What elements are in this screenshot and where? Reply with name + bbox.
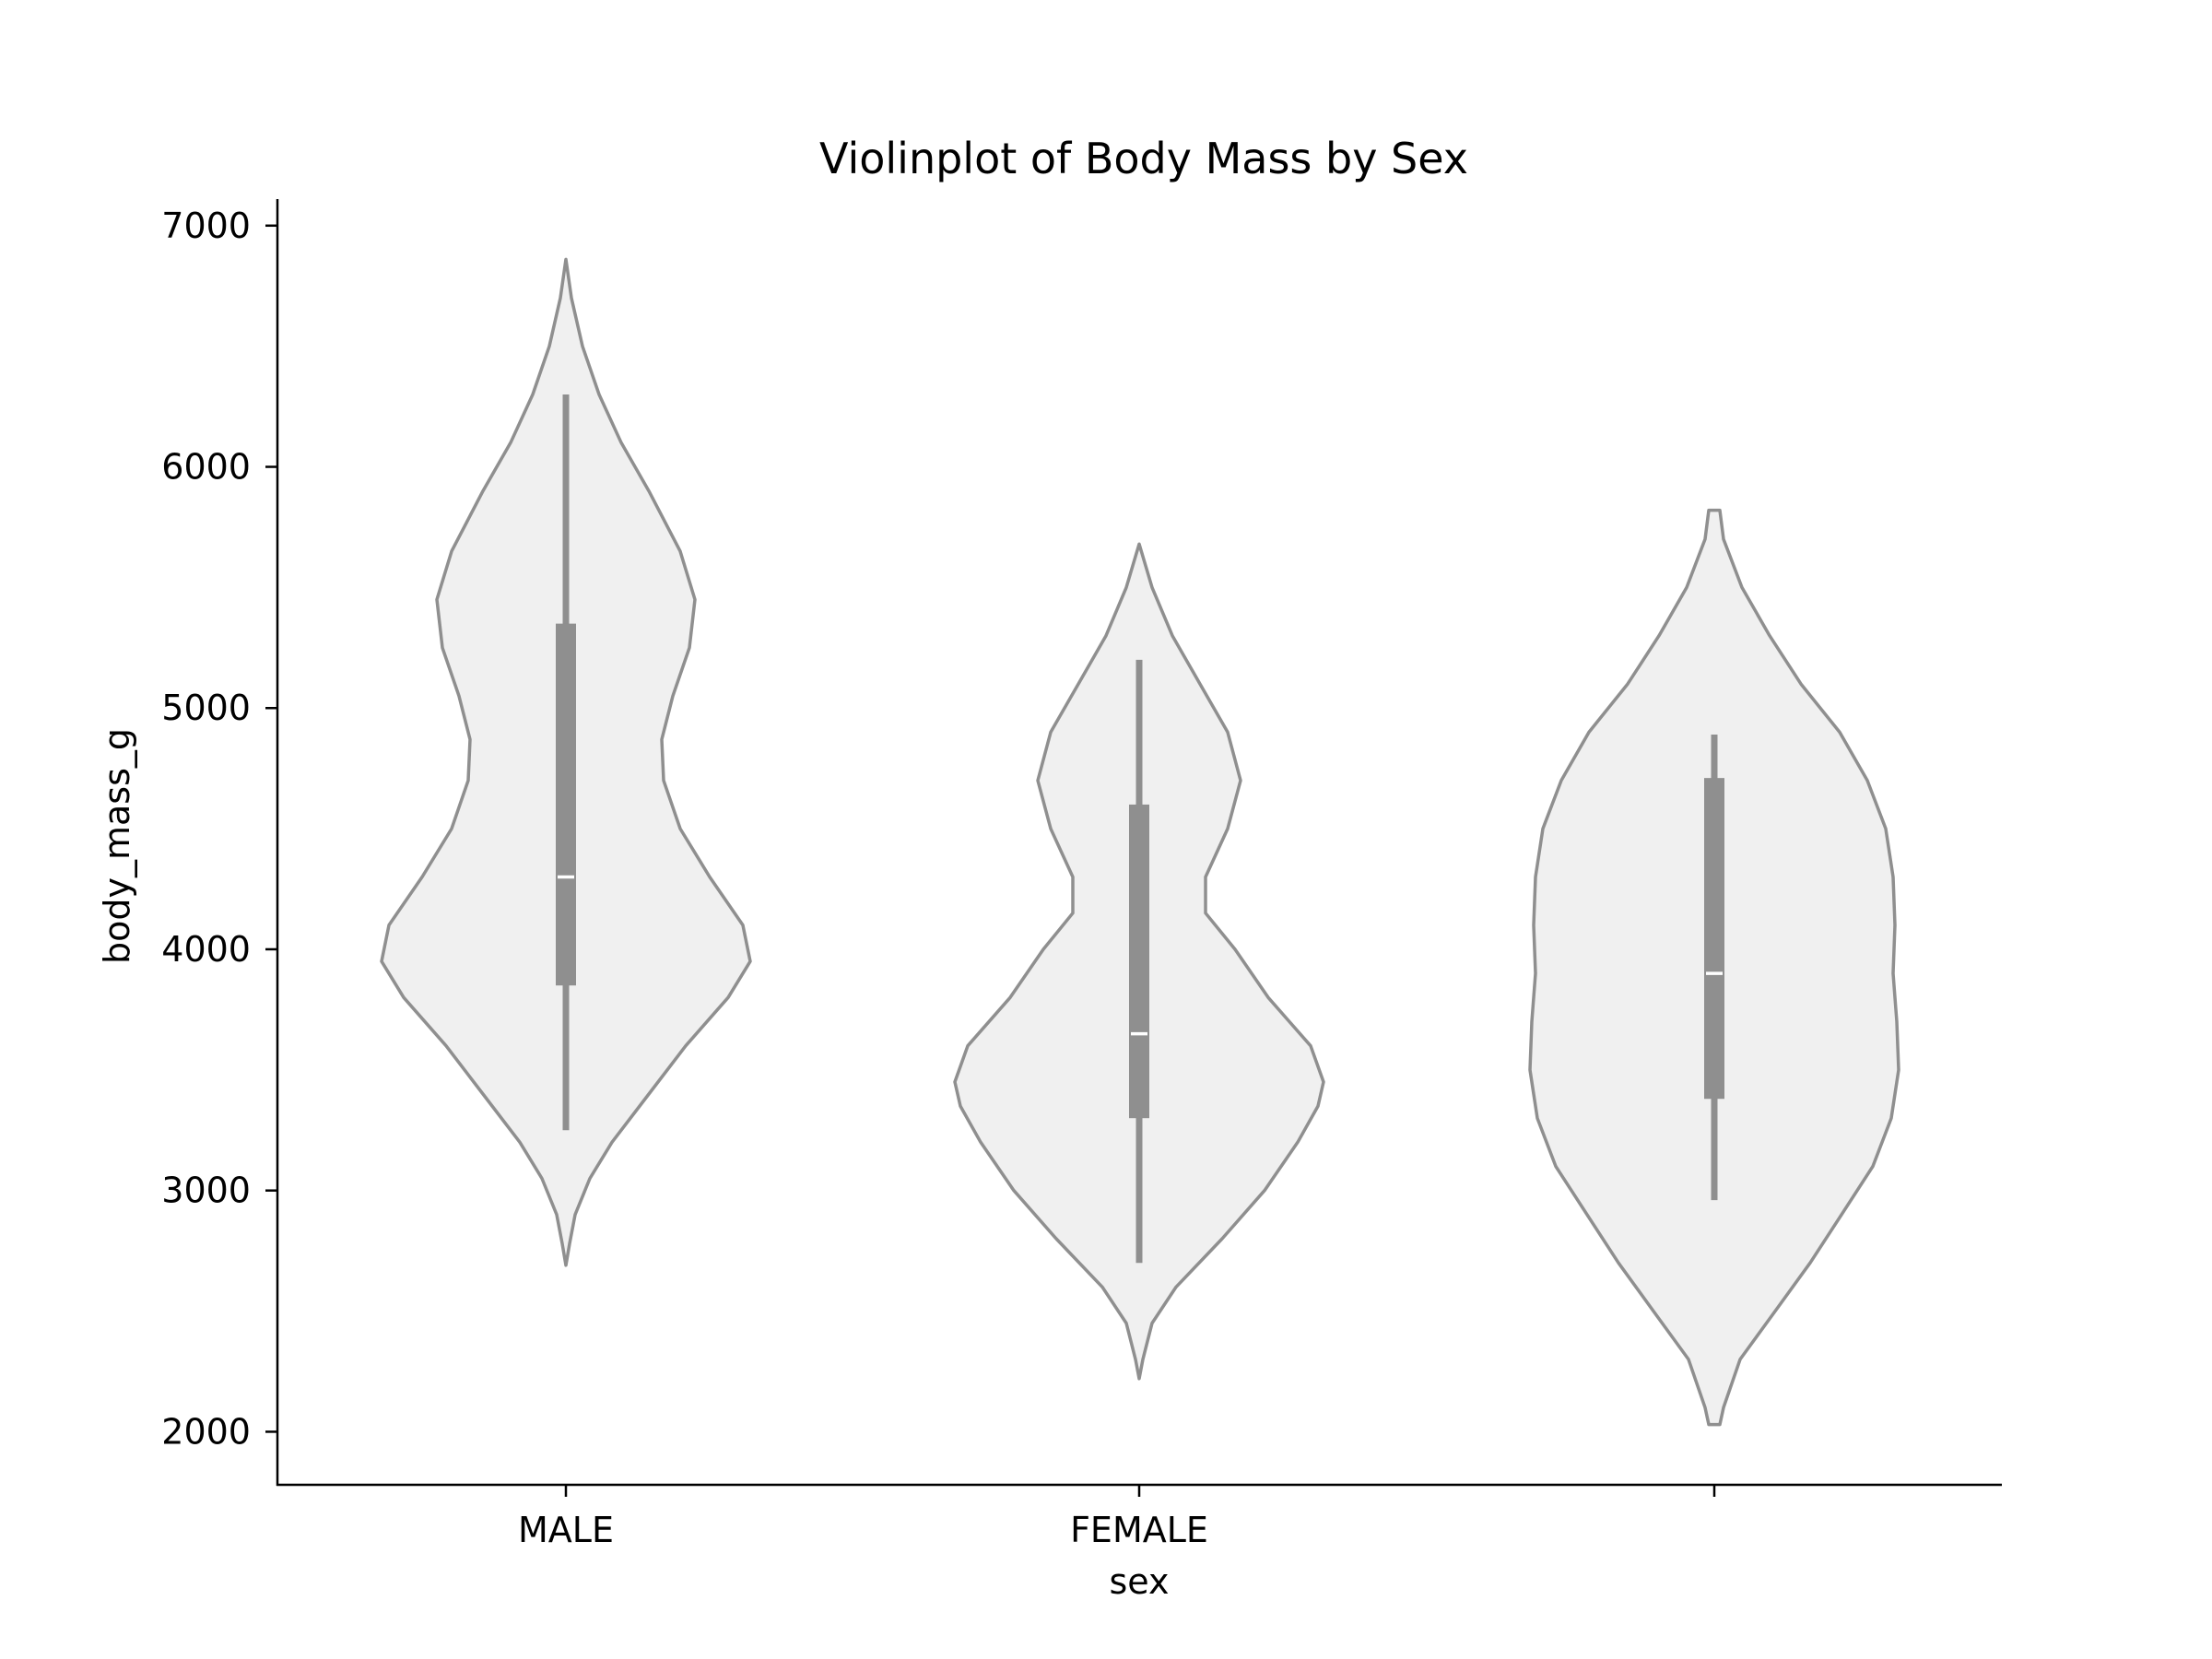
y-tick-label: 5000 bbox=[161, 688, 251, 728]
x-tick-label: FEMALE bbox=[1070, 1510, 1208, 1550]
violins-layer bbox=[380, 257, 1900, 1427]
y-ticks: 2000 3000 4000 5000 6000 7000 bbox=[161, 206, 277, 1452]
chart-title: Violinplot of Body Mass by Sex bbox=[819, 134, 1468, 183]
y-axis-label: body_mass_g bbox=[97, 728, 137, 964]
violin-iqr-box bbox=[1704, 778, 1724, 1100]
y-tick-label: 4000 bbox=[161, 929, 251, 970]
y-tick-label: 3000 bbox=[161, 1171, 251, 1211]
violin-iqr-box bbox=[556, 623, 576, 986]
x-axis-label: sex bbox=[1110, 1561, 1170, 1602]
x-ticks: MALE FEMALE bbox=[518, 1485, 1716, 1550]
y-tick-label: 6000 bbox=[161, 447, 251, 488]
x-tick-label: MALE bbox=[518, 1510, 614, 1550]
y-tick-label: 2000 bbox=[161, 1411, 251, 1452]
y-tick-label: 7000 bbox=[161, 206, 251, 246]
violin-iqr-box bbox=[1129, 804, 1149, 1119]
